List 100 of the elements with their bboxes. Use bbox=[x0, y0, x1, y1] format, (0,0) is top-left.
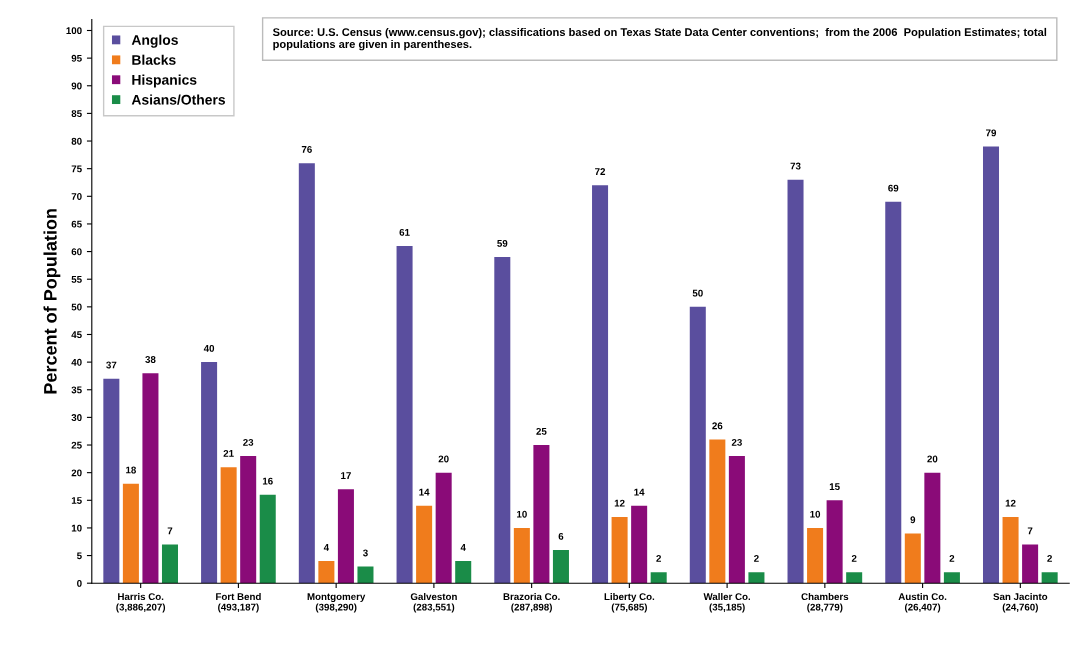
y-tick-label: 45 bbox=[71, 331, 82, 339]
bar bbox=[650, 572, 667, 584]
data-label: 17 bbox=[341, 472, 351, 479]
y-tick-label: 5 bbox=[76, 552, 82, 560]
y-tick-label: 90 bbox=[71, 82, 82, 90]
bar bbox=[318, 561, 335, 584]
bar bbox=[337, 489, 354, 584]
x-tick-label: Brazoria Co. (287,898) bbox=[503, 592, 560, 613]
bar bbox=[552, 550, 569, 584]
x-tick-label: Waller Co. (35,185) bbox=[703, 592, 751, 613]
data-label: 23 bbox=[731, 438, 742, 446]
y-axis-title: Percent of Population bbox=[43, 209, 61, 394]
data-label: 6 bbox=[558, 532, 564, 540]
data-label: 20 bbox=[438, 455, 449, 463]
bar bbox=[1022, 544, 1039, 584]
data-label: 2 bbox=[1047, 555, 1052, 562]
bar bbox=[455, 561, 472, 584]
y-tick-label: 80 bbox=[71, 137, 82, 145]
bar bbox=[533, 445, 550, 584]
legend-label: Anglos bbox=[131, 34, 178, 48]
y-tick-label: 35 bbox=[71, 386, 82, 394]
x-tick-label: Chambers (28,779) bbox=[801, 592, 849, 613]
bar bbox=[259, 494, 276, 584]
data-label: 79 bbox=[986, 129, 997, 137]
data-label: 16 bbox=[262, 477, 273, 485]
data-label: 2 bbox=[949, 555, 955, 562]
bar bbox=[728, 456, 745, 584]
data-label: 2 bbox=[851, 555, 857, 562]
bar bbox=[904, 533, 921, 584]
x-tick-label: Harris Co. (3,886,207) bbox=[116, 592, 166, 613]
data-label: 14 bbox=[634, 488, 645, 496]
data-label: 4 bbox=[323, 544, 330, 551]
data-label: 12 bbox=[614, 499, 625, 507]
bar bbox=[748, 572, 765, 584]
annotation: Source: U.S. Census (www.census.gov); classifications based on Texas State Data Center conventions; from the 2006 Population Estimates; total populations are given in parentheses. bbox=[272, 27, 1047, 51]
data-label: 3 bbox=[362, 549, 368, 557]
data-label: 2 bbox=[656, 555, 662, 562]
data-label: 20 bbox=[927, 455, 938, 463]
data-label: 40 bbox=[203, 344, 215, 352]
data-label: 21 bbox=[223, 449, 234, 457]
data-label: 61 bbox=[399, 228, 410, 236]
data-label: 10 bbox=[517, 510, 527, 518]
data-label: 12 bbox=[1005, 499, 1016, 507]
y-tick-label: 65 bbox=[71, 220, 82, 228]
bar bbox=[611, 516, 628, 584]
y-tick-label: 30 bbox=[71, 414, 82, 422]
bar bbox=[943, 572, 960, 584]
x-tick-label: Fort Bend (493,187) bbox=[216, 592, 261, 613]
bar bbox=[709, 439, 726, 584]
data-label: 69 bbox=[888, 184, 899, 192]
bar bbox=[220, 467, 237, 584]
data-label: 9 bbox=[910, 516, 916, 524]
data-label: 72 bbox=[595, 168, 606, 175]
bar bbox=[1002, 516, 1019, 584]
legend-label: Asians/Others bbox=[131, 94, 226, 105]
data-label: 59 bbox=[497, 239, 508, 247]
data-label: 7 bbox=[1027, 527, 1033, 535]
bar bbox=[631, 505, 648, 584]
data-label: 26 bbox=[712, 422, 723, 430]
bar bbox=[416, 505, 433, 584]
bar bbox=[298, 163, 315, 584]
data-label: 14 bbox=[419, 488, 430, 496]
bar bbox=[885, 201, 902, 584]
bar bbox=[807, 527, 824, 584]
data-label: 7 bbox=[167, 527, 173, 535]
data-label: 23 bbox=[243, 438, 254, 446]
bar bbox=[592, 185, 609, 584]
legend-label: Blacks bbox=[132, 54, 176, 65]
data-label: 76 bbox=[301, 146, 312, 153]
data-label: 50 bbox=[692, 289, 703, 297]
data-label: 2 bbox=[754, 555, 759, 562]
bar bbox=[122, 483, 139, 584]
bar bbox=[846, 572, 863, 584]
x-tick-label: Galveston (283,551) bbox=[410, 592, 457, 613]
y-tick-label: 25 bbox=[71, 441, 82, 449]
data-label: 15 bbox=[829, 483, 840, 491]
bar bbox=[494, 257, 511, 584]
y-tick-label: 50 bbox=[71, 303, 82, 311]
bar bbox=[396, 246, 413, 584]
bar bbox=[924, 472, 941, 584]
bar bbox=[142, 373, 159, 584]
x-tick-label: San Jacinto (24,760) bbox=[993, 592, 1048, 613]
y-tick-label: 95 bbox=[71, 54, 82, 62]
bar bbox=[161, 544, 179, 584]
y-tick-label: 60 bbox=[71, 248, 82, 256]
bar bbox=[826, 500, 843, 584]
bar bbox=[1041, 572, 1058, 584]
bar bbox=[201, 362, 218, 584]
bar bbox=[103, 378, 120, 584]
y-tick-label: 40 bbox=[71, 358, 82, 366]
bar bbox=[357, 566, 374, 584]
bar bbox=[982, 146, 1000, 584]
y-tick-label: 55 bbox=[71, 276, 82, 283]
y-tick-label: 100 bbox=[66, 27, 82, 35]
bar bbox=[435, 472, 452, 584]
data-label: 38 bbox=[145, 356, 156, 363]
x-tick-label: Montgomery (398,290) bbox=[307, 593, 366, 613]
bar bbox=[240, 456, 257, 584]
data-label: 4 bbox=[460, 544, 466, 551]
bar bbox=[787, 179, 804, 584]
